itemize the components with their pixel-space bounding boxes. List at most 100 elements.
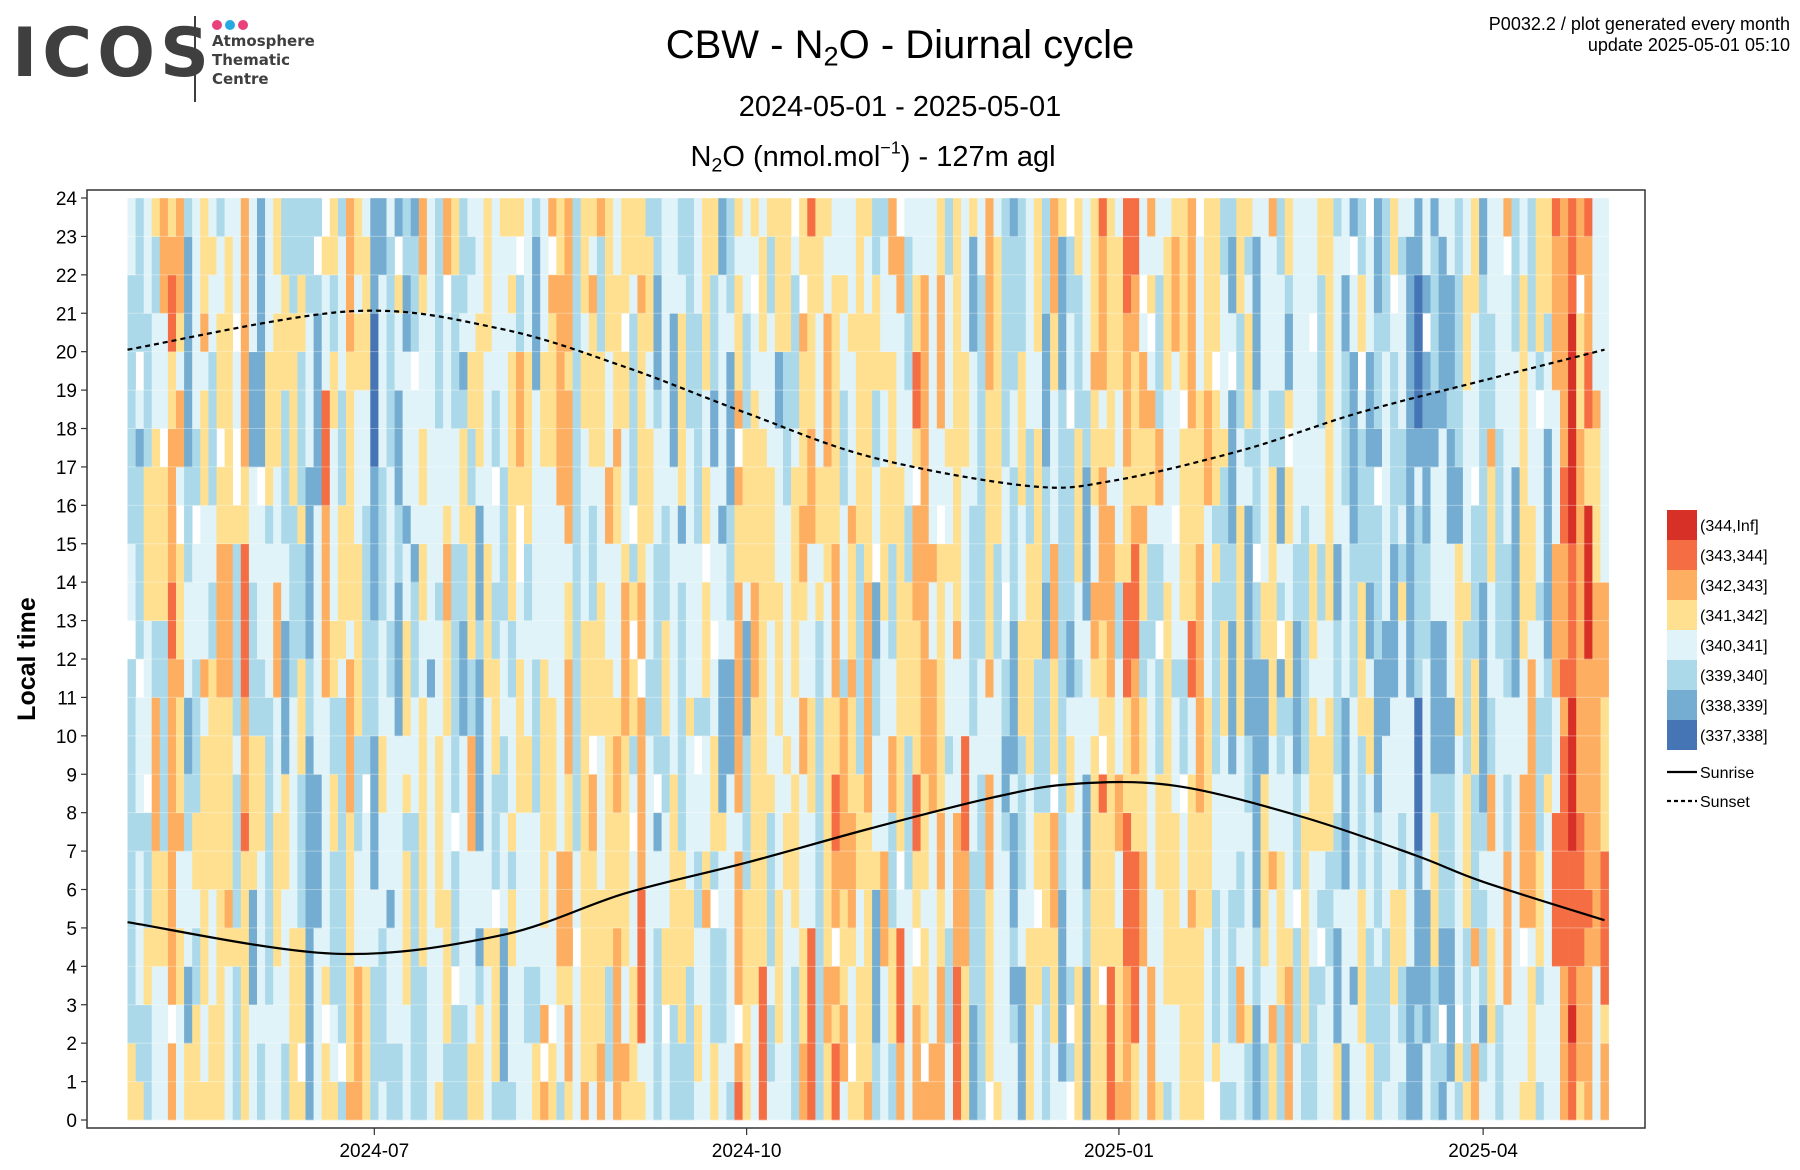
heatmap-cell bbox=[1560, 659, 1569, 698]
heatmap-cell bbox=[605, 889, 614, 929]
heatmap-cell bbox=[386, 851, 395, 890]
heatmap-cell bbox=[1139, 1081, 1148, 1121]
heatmap-cell bbox=[1082, 927, 1091, 967]
heatmap-cell bbox=[1236, 236, 1245, 276]
heatmap-cell bbox=[475, 236, 484, 276]
heatmap-cell bbox=[694, 966, 703, 1005]
heatmap-cell bbox=[273, 390, 282, 429]
logo-line-3: Centre bbox=[212, 70, 269, 88]
heatmap-cell bbox=[653, 927, 662, 967]
heatmap-cell bbox=[815, 851, 824, 890]
heatmap-cell bbox=[346, 812, 355, 852]
heatmap-cell bbox=[1430, 966, 1439, 1005]
heatmap-cell bbox=[1301, 812, 1310, 852]
heatmap-cell bbox=[1260, 774, 1269, 813]
heatmap-cell bbox=[621, 851, 630, 890]
heatmap-cell bbox=[467, 735, 476, 775]
heatmap-cell bbox=[321, 428, 331, 468]
heatmap-cell bbox=[1487, 428, 1496, 468]
heatmap-cell bbox=[985, 351, 994, 391]
heatmap-cell bbox=[402, 198, 411, 237]
heatmap-cell bbox=[653, 1081, 662, 1121]
heatmap-cell bbox=[127, 543, 136, 583]
heatmap-cell bbox=[1333, 351, 1342, 391]
heatmap-cell bbox=[637, 428, 646, 468]
heatmap-cell bbox=[669, 1004, 679, 1044]
heatmap-cell bbox=[1131, 620, 1140, 660]
heatmap-cell bbox=[1511, 774, 1520, 813]
heatmap-cell bbox=[985, 198, 994, 237]
heatmap-cell bbox=[1236, 505, 1245, 544]
heatmap-cell bbox=[823, 1081, 832, 1121]
heatmap-cell bbox=[985, 966, 994, 1005]
heatmap-cell bbox=[669, 697, 679, 737]
heatmap-cell bbox=[1147, 1043, 1156, 1082]
heatmap-cell bbox=[1042, 851, 1051, 890]
heatmap-cell bbox=[1268, 659, 1278, 698]
heatmap-cell bbox=[1050, 390, 1059, 429]
heatmap-cell bbox=[815, 1043, 824, 1082]
heatmap-cell bbox=[443, 927, 452, 967]
heatmap-cell bbox=[135, 236, 144, 276]
heatmap-cell bbox=[904, 851, 913, 890]
heatmap-cell bbox=[564, 582, 573, 621]
heatmap-cell bbox=[1341, 620, 1350, 660]
heatmap-cell bbox=[1187, 697, 1197, 737]
heatmap-cell bbox=[443, 620, 452, 660]
heatmap-cell bbox=[791, 889, 800, 929]
heatmap-cell bbox=[1017, 313, 1027, 352]
heatmap-cell bbox=[337, 774, 347, 813]
heatmap-cell bbox=[847, 620, 857, 660]
heatmap-cell bbox=[1568, 1081, 1577, 1121]
heatmap-cell bbox=[1033, 927, 1043, 967]
heatmap-cell bbox=[1560, 927, 1569, 967]
heatmap-cell bbox=[143, 1004, 153, 1044]
heatmap-cell bbox=[1033, 390, 1043, 429]
heatmap-cell bbox=[1479, 236, 1488, 276]
heatmap-cell bbox=[1576, 774, 1585, 813]
heatmap-cell bbox=[216, 313, 225, 352]
legend-label: (341,342] bbox=[1700, 608, 1768, 625]
heatmap-cell bbox=[1131, 966, 1140, 1005]
heatmap-cell bbox=[1203, 735, 1213, 775]
heatmap-cell bbox=[305, 812, 314, 852]
heatmap-cell bbox=[685, 812, 695, 852]
heatmap-cell bbox=[1203, 390, 1213, 429]
heatmap-cell bbox=[1527, 198, 1536, 237]
heatmap-cell bbox=[1535, 851, 1545, 890]
heatmap-cell bbox=[1276, 274, 1286, 314]
heatmap-cell bbox=[613, 851, 622, 890]
heatmap-cell bbox=[459, 1081, 468, 1121]
heatmap-cell bbox=[370, 659, 379, 698]
heatmap-cell bbox=[961, 466, 970, 506]
heatmap-cell bbox=[1568, 428, 1577, 468]
heatmap-cell bbox=[985, 812, 994, 852]
heatmap-cell bbox=[1519, 390, 1528, 429]
heatmap-cell bbox=[1430, 659, 1439, 698]
heatmap-cell bbox=[1292, 966, 1302, 1005]
heatmap-cell bbox=[1106, 620, 1116, 660]
heatmap-cell bbox=[936, 582, 946, 621]
heatmap-cell bbox=[305, 236, 314, 276]
heatmap-cell bbox=[904, 274, 913, 314]
heatmap-cell bbox=[248, 236, 258, 276]
heatmap-cell bbox=[1139, 659, 1148, 698]
heatmap-cell bbox=[872, 505, 881, 544]
heatmap-cell bbox=[297, 236, 306, 276]
heatmap-cell bbox=[1349, 543, 1358, 583]
heatmap-cell bbox=[572, 466, 581, 506]
heatmap-cell bbox=[321, 659, 331, 698]
heatmap-cell bbox=[1017, 1081, 1027, 1121]
heatmap-cell bbox=[839, 697, 849, 737]
heatmap-cell bbox=[1365, 966, 1375, 1005]
heatmap-cell bbox=[516, 812, 525, 852]
heatmap-cell bbox=[791, 582, 800, 621]
heatmap-cell bbox=[564, 927, 573, 967]
heatmap-cell bbox=[370, 543, 379, 583]
heatmap-cell bbox=[750, 889, 760, 929]
heatmap-cell bbox=[370, 1081, 379, 1121]
heatmap-cell bbox=[305, 1043, 314, 1082]
heatmap-cell bbox=[1001, 927, 1010, 967]
heatmap-cell bbox=[1576, 1081, 1585, 1121]
heatmap-cell bbox=[1058, 851, 1067, 890]
